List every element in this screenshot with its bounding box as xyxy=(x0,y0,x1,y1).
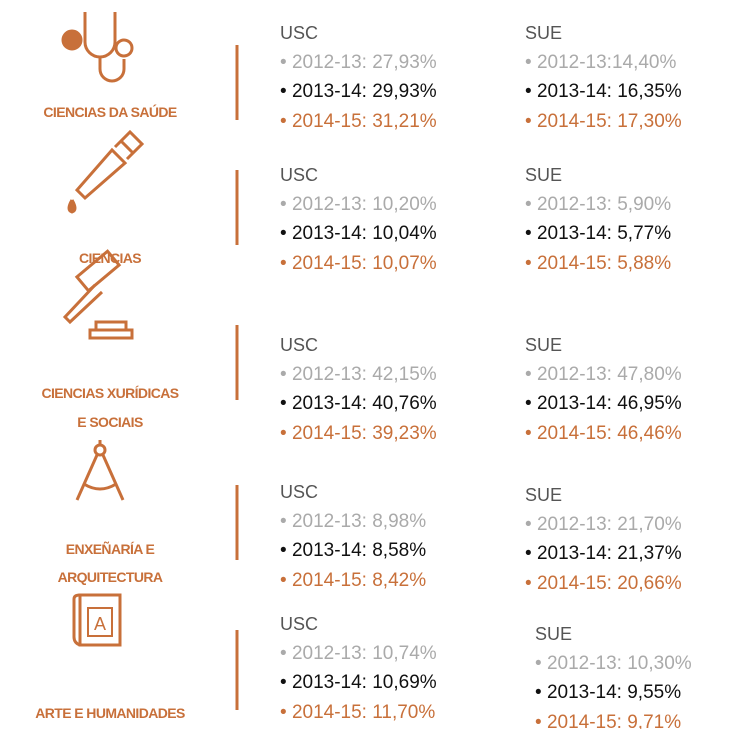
svg-text:A: A xyxy=(94,614,106,634)
value-line: 2013-14: 21,37% xyxy=(525,542,682,566)
compass-icon xyxy=(75,440,125,501)
value-line: 2012-13: 8,98% xyxy=(280,510,426,534)
value-line: 2012-13: 42,15% xyxy=(280,363,437,387)
value-line: 2013-14: 8,58% xyxy=(280,539,426,563)
value-line: 2014-15: 5,88% xyxy=(525,252,671,276)
column-header: SUE xyxy=(525,335,563,355)
section-label: CIENCIAS DA SAÚDE xyxy=(43,104,177,120)
section-label: ENXEÑARÍA E xyxy=(65,541,155,557)
value-line: 2014-15: 31,21% xyxy=(280,110,437,134)
value-line: 2013-14: 29,93% xyxy=(280,80,437,104)
column-header: SUE xyxy=(535,624,573,644)
value-line: 2012-13: 10,20% xyxy=(280,193,437,217)
section-label: CIENCIAS XURÍDICAS xyxy=(41,385,180,401)
value-line: 2013-14: 46,95% xyxy=(525,392,682,416)
value-line: 2013-14: 40,76% xyxy=(280,392,437,416)
value-line: 2013-14: 16,35% xyxy=(525,80,682,104)
stethoscope-icon xyxy=(61,12,134,83)
column-header: USC xyxy=(280,23,319,43)
value-line: 2014-15: 20,66% xyxy=(525,572,682,596)
column-header: USC xyxy=(280,165,319,185)
value-line: 2013-14: 10,04% xyxy=(280,222,437,246)
section-label: CIENCIAS xyxy=(78,250,142,266)
dropper-icon xyxy=(67,129,145,214)
value-line: 2014-15: 9,71% xyxy=(535,711,681,729)
section-label: ARQUITECTURA xyxy=(57,569,163,585)
column-header: SUE xyxy=(525,485,563,505)
value-line: 2014-15: 11,70% xyxy=(280,701,435,725)
column-header: USC xyxy=(280,335,319,355)
value-line: 2014-15: 17,30% xyxy=(525,110,682,134)
value-line: 2012-13: 10,30% xyxy=(535,652,692,676)
value-line: 2012-13: 10,74% xyxy=(280,642,437,666)
section-label: ARTE E HUMANIDADES xyxy=(35,705,185,721)
value-line: 2014-15: 39,23% xyxy=(280,422,437,446)
value-line: 2014-15: 46,46% xyxy=(525,422,682,446)
value-line: 2012-13:14,40% xyxy=(525,51,676,75)
value-line: 2012-13: 27,93% xyxy=(280,51,437,75)
column-header: SUE xyxy=(525,23,563,43)
value-line: 2014-15: 8,42% xyxy=(280,569,426,593)
column-header: USC xyxy=(280,614,319,634)
gavel-icon xyxy=(62,249,134,340)
value-line: 2014-15: 10,07% xyxy=(280,252,437,276)
book-icon: A xyxy=(72,593,122,647)
value-line: 2013-14: 10,69% xyxy=(280,671,437,695)
value-line: 2012-13: 21,70% xyxy=(525,513,682,537)
section-label: E SOCIAIS xyxy=(77,414,143,430)
value-line: 2012-13: 47,80% xyxy=(525,363,682,387)
column-header: USC xyxy=(280,482,319,502)
column-header: SUE xyxy=(525,165,563,185)
value-line: 2012-13: 5,90% xyxy=(525,193,671,217)
value-line: 2013-14: 9,55% xyxy=(535,681,681,705)
value-line: 2013-14: 5,77% xyxy=(525,222,671,246)
